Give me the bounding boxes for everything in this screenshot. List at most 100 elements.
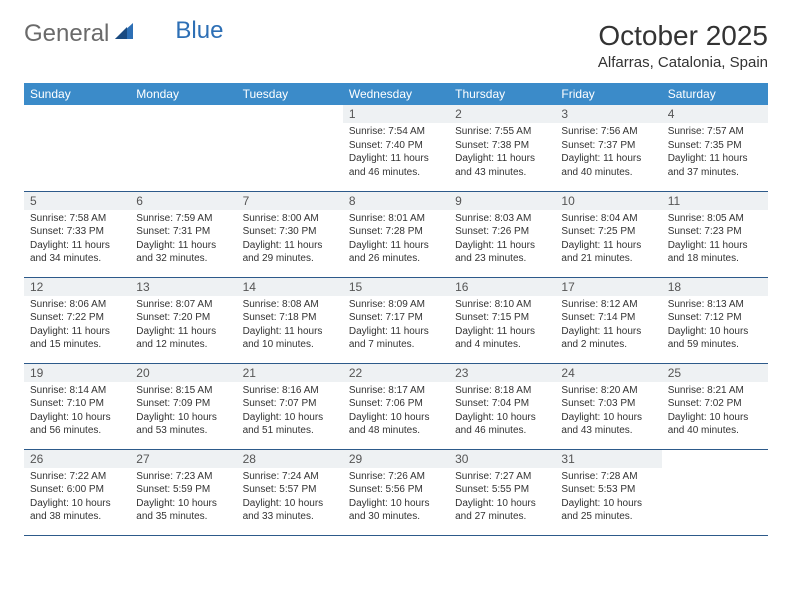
day-number: 27 [130,450,236,468]
calendar-cell: 16Sunrise: 8:10 AMSunset: 7:15 PMDayligh… [449,277,555,363]
sunrise-text: Sunrise: 8:03 AM [455,212,549,226]
calendar-cell: 2Sunrise: 7:55 AMSunset: 7:38 PMDaylight… [449,105,555,191]
daylight-text: Daylight: 11 hours and 21 minutes. [561,239,655,266]
sunrise-text: Sunrise: 8:04 AM [561,212,655,226]
day-body: Sunrise: 7:55 AMSunset: 7:38 PMDaylight:… [449,123,555,183]
weekday-header: Saturday [662,83,768,105]
sunrise-text: Sunrise: 7:22 AM [30,470,124,484]
logo: General Blue [24,20,223,48]
day-number: 21 [237,364,343,382]
day-body: Sunrise: 8:06 AMSunset: 7:22 PMDaylight:… [24,296,130,356]
sunrise-text: Sunrise: 7:28 AM [561,470,655,484]
sunset-text: Sunset: 7:10 PM [30,397,124,411]
day-body: Sunrise: 7:56 AMSunset: 7:37 PMDaylight:… [555,123,661,183]
calendar-cell: 22Sunrise: 8:17 AMSunset: 7:06 PMDayligh… [343,363,449,449]
title-block: October 2025 Alfarras, Catalonia, Spain [598,20,768,71]
calendar-cell: 5Sunrise: 7:58 AMSunset: 7:33 PMDaylight… [24,191,130,277]
daylight-text: Daylight: 11 hours and 32 minutes. [136,239,230,266]
day-number: 4 [662,105,768,123]
daylight-text: Daylight: 10 hours and 40 minutes. [668,411,762,438]
calendar-cell: 3Sunrise: 7:56 AMSunset: 7:37 PMDaylight… [555,105,661,191]
sunrise-text: Sunrise: 7:59 AM [136,212,230,226]
day-number: 19 [24,364,130,382]
sunrise-text: Sunrise: 7:27 AM [455,470,549,484]
daylight-text: Daylight: 11 hours and 2 minutes. [561,325,655,352]
daylight-text: Daylight: 11 hours and 37 minutes. [668,152,762,179]
sunset-text: Sunset: 7:18 PM [243,311,337,325]
calendar-row: 1Sunrise: 7:54 AMSunset: 7:40 PMDaylight… [24,105,768,191]
sunset-text: Sunset: 7:04 PM [455,397,549,411]
month-title: October 2025 [598,20,768,52]
sunrise-text: Sunrise: 8:20 AM [561,384,655,398]
day-number: 11 [662,192,768,210]
day-body: Sunrise: 8:04 AMSunset: 7:25 PMDaylight:… [555,210,661,270]
day-number: 14 [237,278,343,296]
sunset-text: Sunset: 5:55 PM [455,483,549,497]
day-number: 3 [555,105,661,123]
weekday-header: Tuesday [237,83,343,105]
weekday-header: Thursday [449,83,555,105]
location-text: Alfarras, Catalonia, Spain [598,54,768,71]
calendar-cell [237,105,343,191]
day-number: 24 [555,364,661,382]
daylight-text: Daylight: 10 hours and 30 minutes. [349,497,443,524]
sunset-text: Sunset: 7:25 PM [561,225,655,239]
day-body: Sunrise: 7:28 AMSunset: 5:53 PMDaylight:… [555,468,661,528]
day-number [24,105,130,109]
sunset-text: Sunset: 7:03 PM [561,397,655,411]
sunset-text: Sunset: 7:06 PM [349,397,443,411]
calendar-cell: 4Sunrise: 7:57 AMSunset: 7:35 PMDaylight… [662,105,768,191]
sunrise-text: Sunrise: 8:00 AM [243,212,337,226]
logo-text-general: General [24,20,109,48]
daylight-text: Daylight: 11 hours and 23 minutes. [455,239,549,266]
calendar-cell: 12Sunrise: 8:06 AMSunset: 7:22 PMDayligh… [24,277,130,363]
calendar-cell [24,105,130,191]
day-body: Sunrise: 7:54 AMSunset: 7:40 PMDaylight:… [343,123,449,183]
day-body: Sunrise: 8:17 AMSunset: 7:06 PMDaylight:… [343,382,449,442]
sunrise-text: Sunrise: 7:58 AM [30,212,124,226]
sunrise-text: Sunrise: 8:01 AM [349,212,443,226]
sunset-text: Sunset: 7:15 PM [455,311,549,325]
daylight-text: Daylight: 11 hours and 18 minutes. [668,239,762,266]
sunset-text: Sunset: 7:17 PM [349,311,443,325]
sunset-text: Sunset: 7:28 PM [349,225,443,239]
calendar-cell: 30Sunrise: 7:27 AMSunset: 5:55 PMDayligh… [449,449,555,535]
calendar-cell: 9Sunrise: 8:03 AMSunset: 7:26 PMDaylight… [449,191,555,277]
day-body: Sunrise: 8:01 AMSunset: 7:28 PMDaylight:… [343,210,449,270]
sunrise-text: Sunrise: 8:15 AM [136,384,230,398]
sunset-text: Sunset: 7:35 PM [668,139,762,153]
day-number: 18 [662,278,768,296]
calendar-cell [130,105,236,191]
day-body: Sunrise: 8:10 AMSunset: 7:15 PMDaylight:… [449,296,555,356]
day-body: Sunrise: 8:03 AMSunset: 7:26 PMDaylight:… [449,210,555,270]
day-body: Sunrise: 8:05 AMSunset: 7:23 PMDaylight:… [662,210,768,270]
day-number: 29 [343,450,449,468]
sunset-text: Sunset: 7:22 PM [30,311,124,325]
weekday-header-row: Sunday Monday Tuesday Wednesday Thursday… [24,83,768,105]
daylight-text: Daylight: 10 hours and 46 minutes. [455,411,549,438]
day-number: 7 [237,192,343,210]
daylight-text: Daylight: 10 hours and 59 minutes. [668,325,762,352]
calendar-cell: 8Sunrise: 8:01 AMSunset: 7:28 PMDaylight… [343,191,449,277]
sunrise-text: Sunrise: 8:06 AM [30,298,124,312]
day-body: Sunrise: 8:15 AMSunset: 7:09 PMDaylight:… [130,382,236,442]
day-number: 20 [130,364,236,382]
sunrise-text: Sunrise: 8:10 AM [455,298,549,312]
sunrise-text: Sunrise: 8:07 AM [136,298,230,312]
calendar-cell: 29Sunrise: 7:26 AMSunset: 5:56 PMDayligh… [343,449,449,535]
day-number [237,105,343,109]
daylight-text: Daylight: 10 hours and 33 minutes. [243,497,337,524]
day-number: 8 [343,192,449,210]
sunset-text: Sunset: 7:33 PM [30,225,124,239]
day-number: 23 [449,364,555,382]
day-number: 13 [130,278,236,296]
logo-text-blue: Blue [175,17,223,45]
day-number: 15 [343,278,449,296]
calendar-cell: 28Sunrise: 7:24 AMSunset: 5:57 PMDayligh… [237,449,343,535]
calendar-cell: 27Sunrise: 7:23 AMSunset: 5:59 PMDayligh… [130,449,236,535]
sunrise-text: Sunrise: 7:56 AM [561,125,655,139]
sunset-text: Sunset: 7:31 PM [136,225,230,239]
sunrise-text: Sunrise: 8:08 AM [243,298,337,312]
day-number: 30 [449,450,555,468]
day-body: Sunrise: 7:22 AMSunset: 6:00 PMDaylight:… [24,468,130,528]
